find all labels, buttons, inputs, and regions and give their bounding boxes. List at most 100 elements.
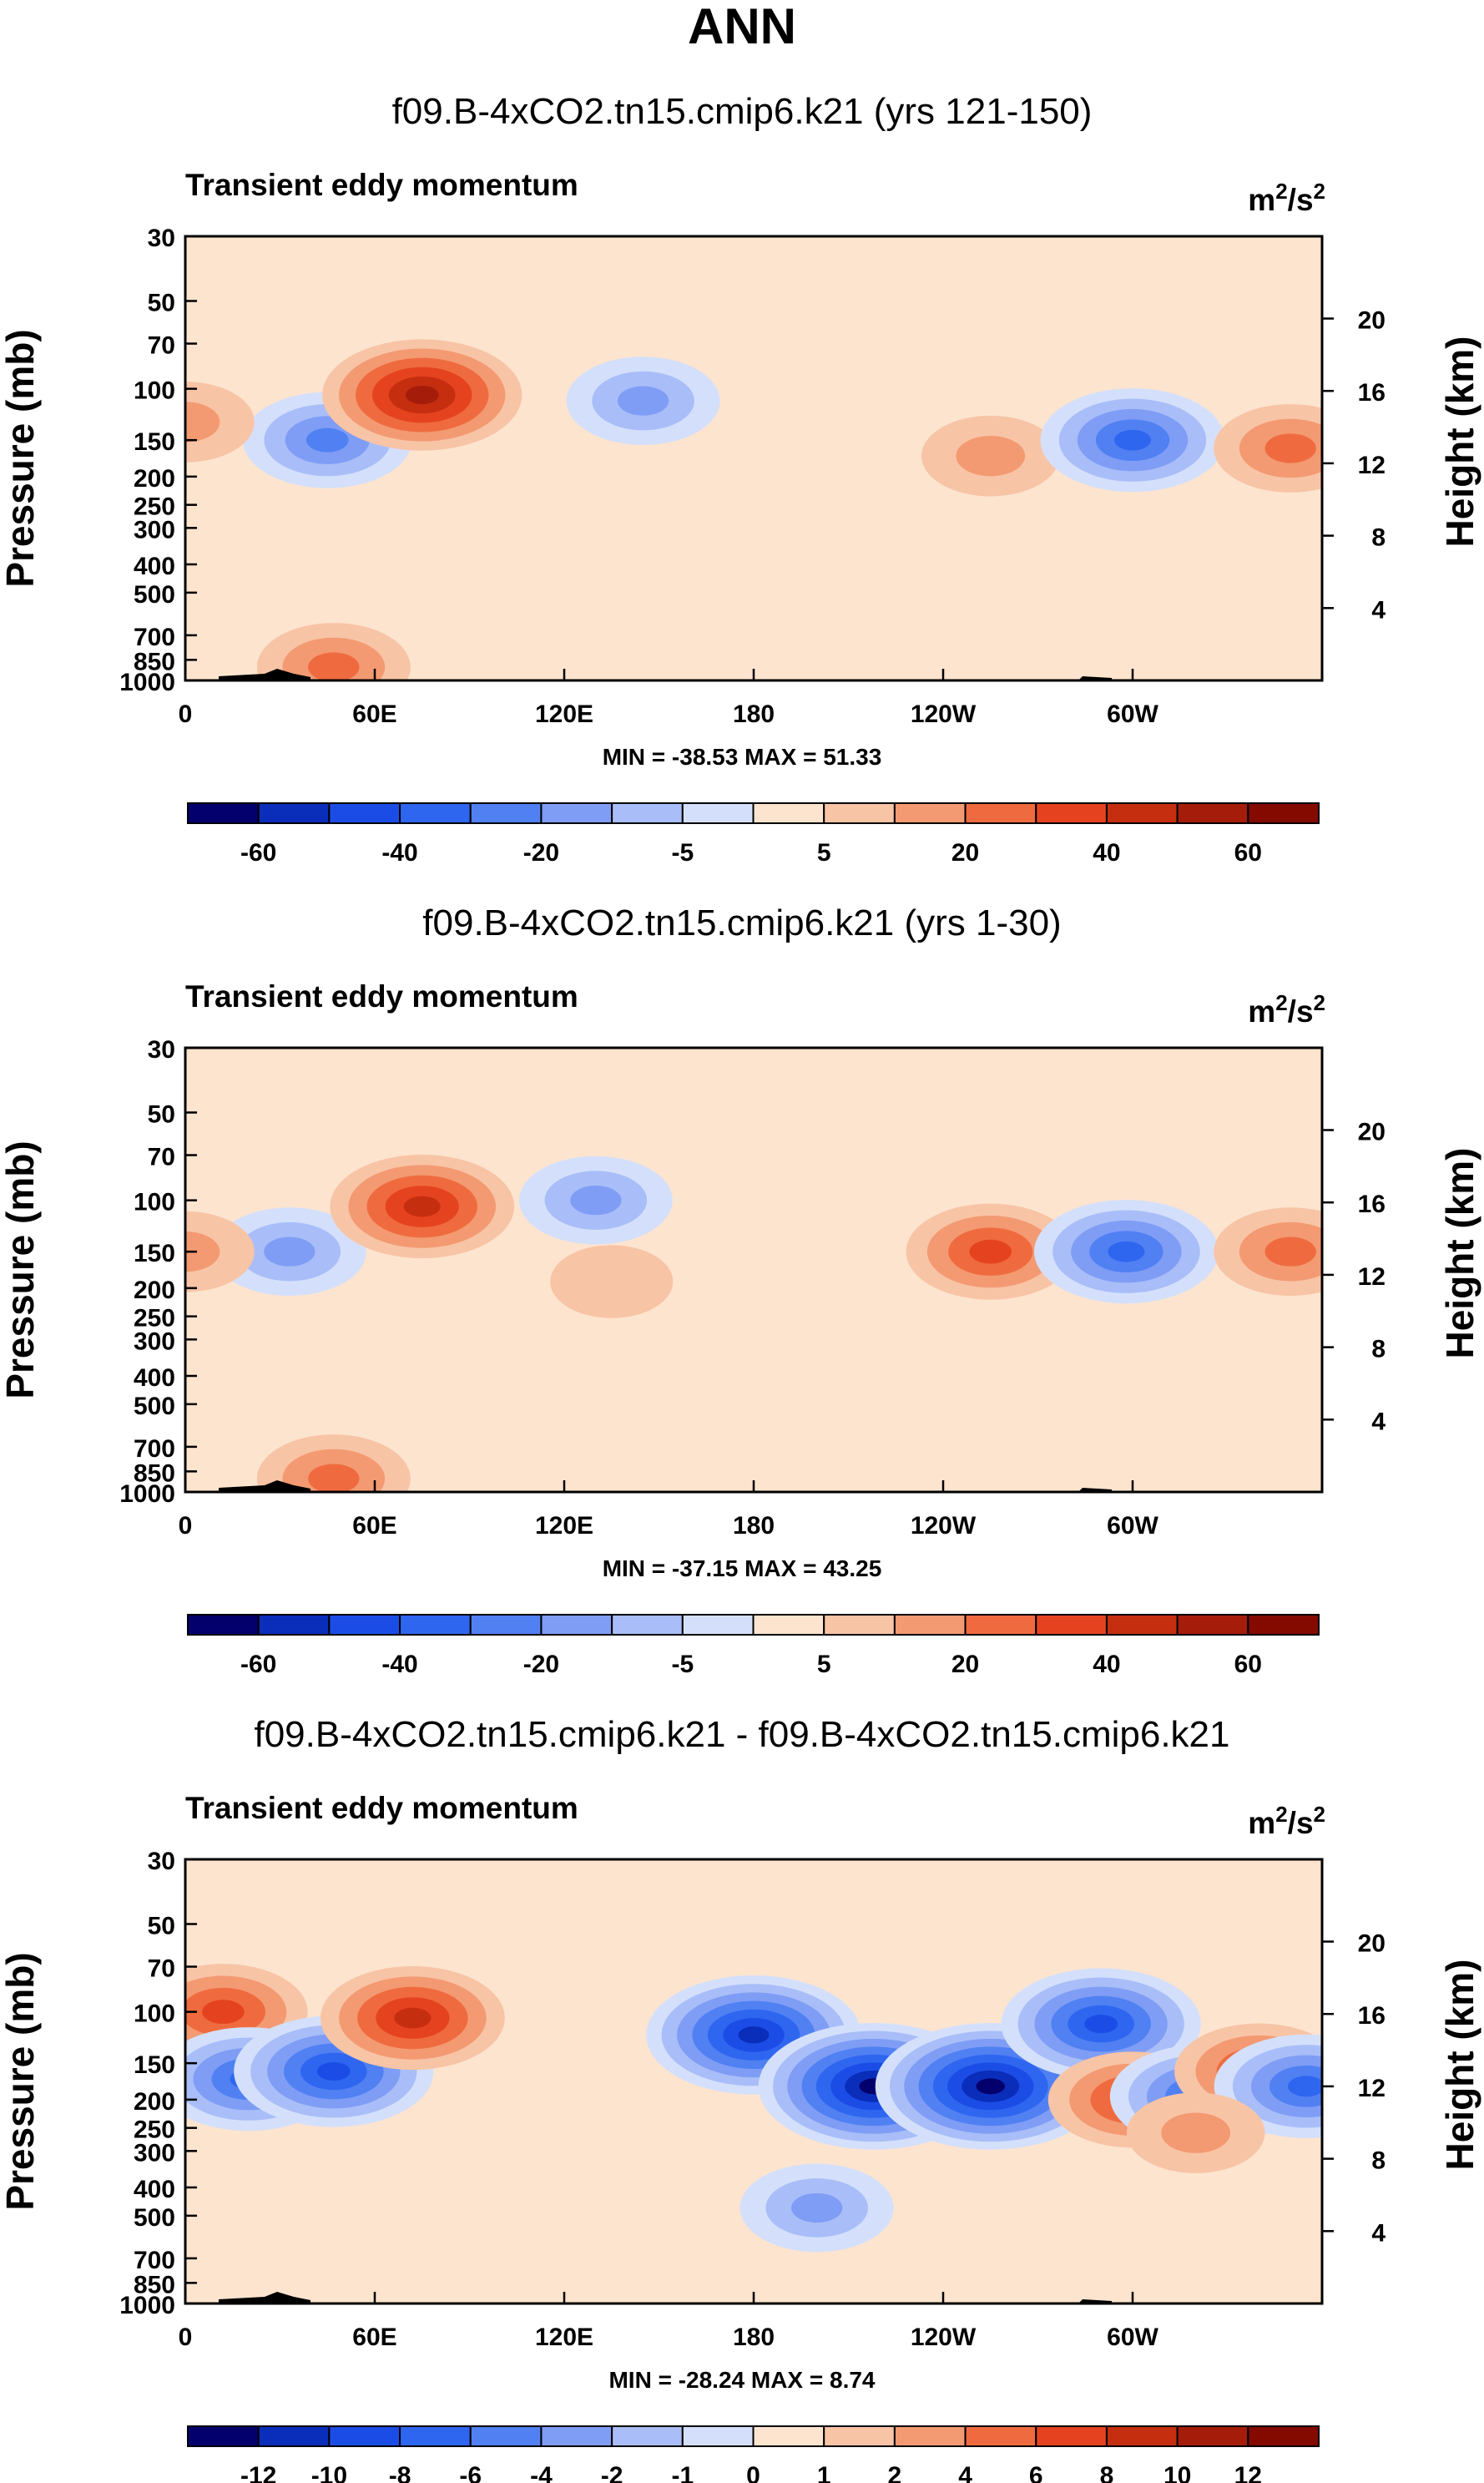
right-tick-label: 16 [1358, 1191, 1386, 1218]
colorbar-box [187, 802, 260, 824]
plot-area [185, 1048, 1322, 1492]
colorbar-box [1247, 802, 1320, 824]
colorbar-box [1035, 802, 1108, 824]
units-text: m [1248, 1806, 1275, 1840]
contour-level [305, 427, 349, 453]
contour-level [570, 1186, 622, 1216]
x-tick-label: 60W [1107, 2324, 1158, 2351]
units-superscript: 2 [1314, 990, 1325, 1015]
colorbar-box [1035, 2425, 1108, 2447]
y-tick-label: 400 [134, 1364, 175, 1392]
y-tick-label: 400 [134, 553, 175, 580]
colorbar-label: 20 [951, 1651, 979, 1678]
contour-feature [1214, 404, 1322, 493]
contour-level [1161, 2112, 1231, 2153]
x-tick-label: 0 [179, 1512, 193, 1540]
y-axis-right-label: Height (km) [1438, 1960, 1481, 2171]
y-tick-label: 30 [148, 1848, 175, 1875]
y-tick-label: 100 [134, 377, 175, 405]
colorbar-label: 8 [1100, 2462, 1114, 2483]
y-tick-label: 250 [134, 493, 175, 521]
colorbar-box [540, 802, 613, 824]
y-tick-label: 1000 [119, 1480, 175, 1508]
contour-feature [322, 339, 522, 451]
contour-level [969, 1239, 1012, 1264]
colorbar-box [469, 802, 543, 824]
x-tick-label: 120W [911, 1512, 977, 1540]
colorbar-box [1247, 1614, 1320, 1636]
y-tick-label: 200 [134, 1277, 175, 1304]
units-text: m [1248, 994, 1275, 1029]
right-tick-label: 8 [1371, 1336, 1386, 1363]
units-text: /s [1288, 1806, 1314, 1840]
contour-level [738, 2026, 770, 2044]
colorbar-box [611, 802, 684, 824]
colorbar-box [1176, 1614, 1249, 1636]
contour-feature [330, 1154, 515, 1259]
colorbar-box [964, 2425, 1037, 2447]
colorbar-box [964, 1614, 1037, 1636]
colorbar-label: -40 [381, 1651, 417, 1678]
y-tick-label: 100 [134, 1189, 175, 1216]
colorbar-label: -20 [523, 1651, 559, 1678]
colorbar-box [893, 1614, 967, 1636]
contour-feature [321, 1965, 505, 2071]
contour-feature [256, 623, 411, 680]
y-tick-label: 700 [134, 2247, 175, 2274]
colorbar-label: 40 [1093, 1651, 1120, 1678]
colorbar-box [823, 2425, 896, 2447]
x-tick-label: 180 [733, 700, 775, 728]
y-axis-label: Pressure (mb) [0, 1140, 42, 1398]
right-tick-label: 16 [1358, 379, 1386, 407]
contour-feature [1001, 1968, 1201, 2080]
colorbar-label: 4 [958, 2462, 972, 2483]
colorbar-box [399, 1614, 472, 1636]
x-tick-label: 180 [733, 1512, 775, 1540]
contour-feature [1214, 1207, 1322, 1297]
y-tick-label: 500 [134, 1393, 175, 1420]
units-superscript: 2 [1314, 179, 1325, 204]
colorbar-box [752, 802, 825, 824]
y-tick-label: 200 [134, 465, 175, 493]
x-tick-label: 60W [1107, 1512, 1158, 1540]
contour-level [956, 436, 1026, 477]
colorbar-box [328, 2425, 401, 2447]
colorbar-label: 10 [1163, 2462, 1191, 2483]
colorbar-box [681, 2425, 755, 2447]
contour-feature [875, 2022, 1106, 2150]
colorbar-label: 12 [1234, 2462, 1262, 2483]
topography [219, 669, 310, 680]
y-tick-label: 500 [134, 581, 175, 609]
right-tick-label: 20 [1358, 307, 1386, 335]
y-tick-label: 50 [148, 290, 175, 317]
y-tick-label: 200 [134, 2088, 175, 2116]
y-axis-right-label: Height (km) [1438, 336, 1481, 548]
colorbar-label: -10 [311, 2462, 347, 2483]
colorbar-box [328, 802, 401, 824]
colorbar: -60 -40 -20 -5 5 20 40 60 [187, 1614, 1320, 1678]
colorbar-box [187, 2425, 260, 2447]
contour-feature [1040, 388, 1225, 493]
x-tick-label: 120W [911, 700, 977, 728]
y-tick-label: 70 [148, 1955, 175, 1983]
y-tick-label: 400 [134, 2176, 175, 2203]
contour-level [791, 2192, 843, 2223]
contour-level [617, 386, 669, 416]
y-tick-label: 300 [134, 516, 175, 544]
y-tick-label: 50 [148, 1913, 175, 1940]
panel-left-string: Transient eddy momentum [185, 168, 578, 202]
colorbar-box [540, 2425, 613, 2447]
y-tick-label: 70 [148, 332, 175, 360]
right-tick-label: 4 [1371, 2219, 1386, 2247]
contour-feature [518, 1156, 673, 1245]
y-tick-label: 500 [134, 2204, 175, 2232]
y-tick-label: 150 [134, 428, 175, 456]
y-tick-label: 850 [134, 648, 175, 675]
colorbar-label: 6 [1029, 2462, 1043, 2483]
colorbar-box [752, 2425, 825, 2447]
contour-level [403, 1196, 441, 1217]
colorbar-box [823, 1614, 896, 1636]
units-text: /s [1288, 183, 1314, 217]
x-tick-label: 120E [535, 2324, 593, 2351]
contour-feature [921, 415, 1060, 497]
